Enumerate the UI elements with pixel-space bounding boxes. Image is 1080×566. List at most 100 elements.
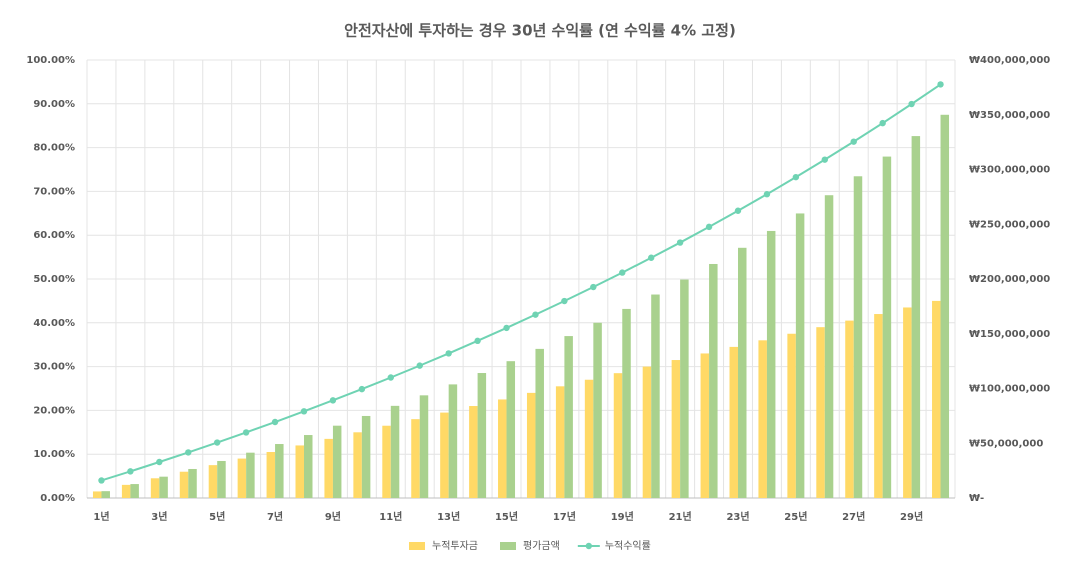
x-tick-label: 5년 <box>209 510 225 523</box>
x-tick-label: 27년 <box>842 510 865 523</box>
bar <box>824 195 834 498</box>
line-marker <box>445 350 452 357</box>
bar <box>179 471 189 498</box>
bar <box>332 425 342 498</box>
legend-item: 누적수익률 <box>577 540 651 552</box>
line-marker <box>619 269 626 276</box>
line-marker <box>734 207 742 214</box>
bar <box>246 452 255 498</box>
bar <box>564 336 573 498</box>
bar <box>845 320 854 498</box>
x-tick-label: 15년 <box>495 510 518 523</box>
legend-swatch <box>500 542 516 550</box>
bar <box>440 412 449 498</box>
x-tick-label: 19년 <box>611 510 634 523</box>
line-marker <box>792 173 800 181</box>
y2-tick-label: ₩- <box>969 493 984 504</box>
y-tick-label: 30.00% <box>33 362 75 373</box>
line-marker <box>503 324 510 332</box>
line-marker <box>300 408 308 415</box>
x-tick-label: 3년 <box>151 510 167 523</box>
bar <box>419 395 429 498</box>
y2-tick-label: ₩200,000,000 <box>969 274 1050 285</box>
bar <box>506 361 516 498</box>
bar <box>882 156 892 499</box>
bar <box>766 230 776 498</box>
line-marker <box>416 362 423 369</box>
line-marker <box>474 337 481 345</box>
y-tick-label: 20.00% <box>33 405 75 416</box>
bar <box>584 379 594 498</box>
legend-label: 누적투자금 <box>432 540 478 552</box>
line-marker <box>156 458 163 466</box>
y2-tick-label: ₩300,000,000 <box>969 165 1050 176</box>
line-marker <box>937 81 944 88</box>
bar <box>613 373 623 498</box>
y-tick-label: 0.00% <box>40 493 75 504</box>
bar <box>816 327 825 498</box>
line-marker <box>908 100 915 108</box>
y2-tick-label: ₩100,000,000 <box>969 384 1050 395</box>
bar <box>526 392 536 498</box>
bar <box>940 114 950 499</box>
line-marker <box>532 311 539 318</box>
bar <box>92 491 102 498</box>
bar <box>795 213 805 498</box>
y2-tick-label: ₩150,000,000 <box>969 329 1050 340</box>
bar <box>237 458 247 498</box>
y2-tick-label: ₩50,000,000 <box>969 438 1043 449</box>
bar <box>361 415 371 498</box>
line-marker <box>271 418 279 426</box>
y-tick-label: 70.00% <box>33 186 75 197</box>
bar <box>159 476 168 498</box>
bar <box>680 279 689 498</box>
bar <box>390 405 400 498</box>
bar <box>188 468 197 498</box>
y-tick-label: 100.00% <box>26 55 75 66</box>
bar <box>150 478 160 498</box>
legend-swatch-marker <box>585 542 593 550</box>
bar <box>622 308 631 498</box>
line-marker <box>850 138 857 145</box>
chart-title: 안전자산에 투자하는 경우 30년 수익률 (연 수익률 4% 고정) <box>344 22 736 40</box>
x-tick-label: 25년 <box>784 510 807 523</box>
bar <box>903 307 912 498</box>
y-tick-label: 40.00% <box>33 318 75 329</box>
y-tick-label: 50.00% <box>33 274 75 285</box>
line-marker <box>185 449 192 456</box>
bar <box>787 333 796 498</box>
bar <box>642 366 652 498</box>
legend-item: 누적투자금 <box>409 540 478 552</box>
bar <box>469 406 478 498</box>
line-marker <box>648 254 655 261</box>
bar <box>275 444 284 498</box>
line-marker <box>763 191 771 198</box>
bar <box>382 425 391 498</box>
bar <box>101 491 110 498</box>
bar <box>217 460 226 498</box>
bar <box>266 452 276 498</box>
line-marker <box>879 119 886 127</box>
bar <box>700 353 710 498</box>
legend-item: 평가금액 <box>500 540 560 552</box>
bar <box>295 445 304 498</box>
bar <box>324 438 333 498</box>
x-tick-label: 1년 <box>93 510 109 523</box>
line-marker <box>329 397 337 404</box>
bar <box>208 465 218 498</box>
y2-tick-label: ₩250,000,000 <box>969 219 1050 230</box>
bar <box>130 484 139 498</box>
legend-label: 누적수익률 <box>605 540 651 552</box>
bar <box>477 373 487 498</box>
bar <box>758 340 767 498</box>
bar <box>932 300 941 498</box>
bar <box>411 419 420 498</box>
x-tick-label: 23년 <box>726 510 749 523</box>
line-marker <box>561 297 568 305</box>
bar <box>535 348 544 498</box>
y2-tick-label: ₩350,000,000 <box>969 110 1050 121</box>
bar <box>738 247 747 498</box>
line <box>101 83 942 482</box>
bar <box>853 176 863 498</box>
bar <box>911 136 921 498</box>
